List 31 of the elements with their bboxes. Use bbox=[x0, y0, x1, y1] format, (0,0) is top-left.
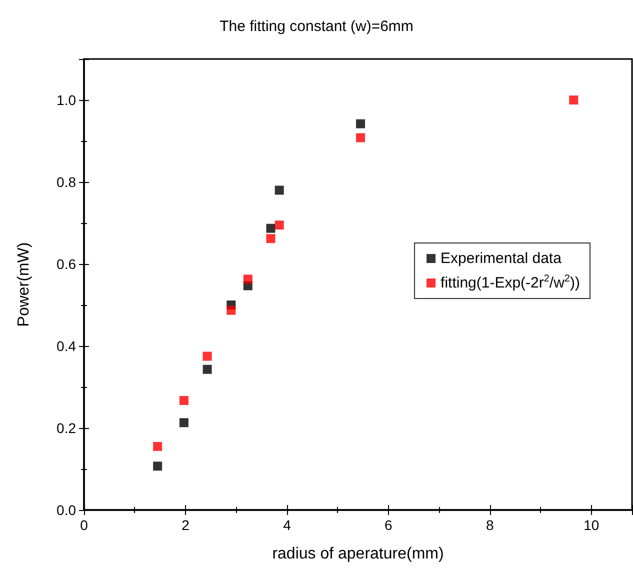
point bbox=[179, 396, 188, 406]
x-tick-label: 4 bbox=[283, 517, 292, 533]
x-axis-title: radius of aperature(mm) bbox=[272, 546, 444, 562]
point bbox=[153, 462, 162, 471]
point bbox=[202, 352, 212, 361]
x-tick-label: 8 bbox=[486, 517, 494, 533]
point bbox=[356, 133, 366, 142]
y-axis-title: Power(mW) bbox=[16, 242, 32, 327]
x-tick-label: 10 bbox=[584, 517, 600, 533]
x-tick-label: 2 bbox=[182, 517, 190, 533]
y-tick-label: 0.4 bbox=[56, 338, 76, 354]
y-tick-label: 0.8 bbox=[56, 174, 76, 190]
y-tick-label: 0.2 bbox=[56, 420, 76, 436]
chart-title: The fitting constant (w)=6mm bbox=[220, 18, 414, 35]
point bbox=[274, 186, 284, 195]
point bbox=[202, 364, 212, 374]
point bbox=[266, 234, 276, 244]
legend-label: Experimental data bbox=[440, 250, 562, 267]
point bbox=[356, 119, 366, 128]
x-tick-label: 6 bbox=[384, 517, 393, 533]
point bbox=[153, 442, 162, 451]
point bbox=[569, 96, 578, 104]
point bbox=[266, 224, 276, 233]
point bbox=[274, 220, 284, 230]
point bbox=[243, 274, 252, 284]
point bbox=[179, 418, 188, 428]
y-tick-label: 1.0 bbox=[56, 92, 76, 108]
x-tick-label: 0 bbox=[80, 517, 88, 533]
y-tick-label: 0.0 bbox=[56, 502, 76, 518]
point bbox=[226, 306, 236, 315]
y-tick-label: 0.6 bbox=[56, 256, 76, 272]
